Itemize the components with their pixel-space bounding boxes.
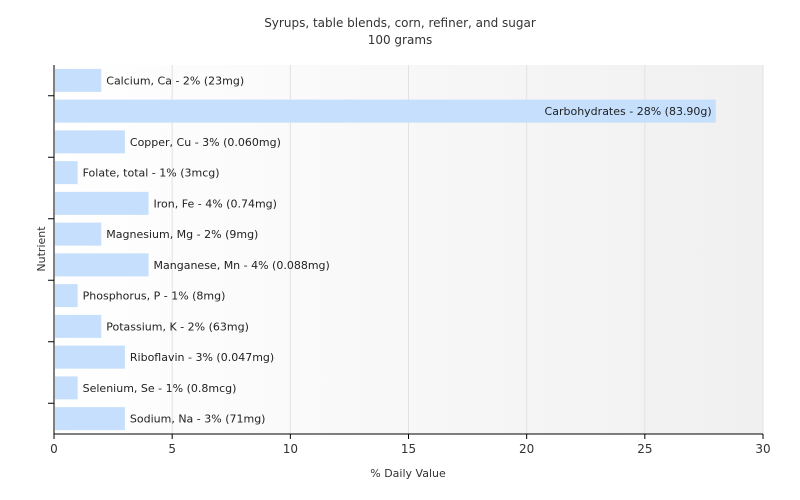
bar (55, 314, 102, 338)
bar (55, 191, 149, 215)
bar-label: Carbohydrates - 28% (83.90g) (545, 105, 712, 118)
bar-label: Iron, Fe - 4% (0.74mg) (154, 197, 277, 210)
bar-label: Magnesium, Mg - 2% (9mg) (106, 228, 258, 241)
x-tick-label: 20 (519, 442, 534, 456)
x-tick-label: 30 (755, 442, 770, 456)
bar (55, 407, 125, 431)
bar (55, 376, 78, 400)
axes-group: 0 5 10 15 20 25 30 (48, 65, 771, 456)
bar (55, 284, 78, 308)
x-tick-label: 15 (401, 442, 416, 456)
bars-group: Calcium, Ca - 2% (23mg) Carbohydrates - 2… (55, 68, 716, 431)
x-tick-label: 25 (637, 442, 652, 456)
bar-label: Selenium, Se - 1% (0.8mcg) (83, 382, 237, 395)
x-tick-label: 5 (168, 442, 176, 456)
x-axis-title: % Daily Value (370, 467, 446, 480)
bar-label: Potassium, K - 2% (63mg) (106, 320, 249, 333)
bar-label: Phosphorus, P - 1% (8mg) (83, 290, 226, 303)
bar (55, 99, 716, 123)
bar (55, 130, 125, 154)
x-tick-label: 0 (50, 442, 58, 456)
bar-label: Folate, total - 1% (3mcg) (83, 167, 220, 180)
bar (55, 222, 102, 246)
bar-label: Calcium, Ca - 2% (23mg) (106, 74, 244, 87)
chart-title: Syrups, table blends, corn, refiner, and… (264, 16, 536, 30)
chart-subtitle: 100 grams (368, 33, 433, 47)
x-tick-label: 10 (283, 442, 298, 456)
bar (55, 161, 78, 185)
bar (55, 253, 149, 277)
bar-label: Manganese, Mn - 4% (0.088mg) (154, 259, 330, 272)
bar (55, 345, 125, 369)
y-axis-title: Nutrient (35, 226, 48, 272)
bar (55, 68, 102, 92)
bar-label: Riboflavin - 3% (0.047mg) (130, 351, 274, 364)
bar-label: Sodium, Na - 3% (71mg) (130, 413, 266, 426)
bar-label: Copper, Cu - 3% (0.060mg) (130, 136, 281, 149)
grid-lines (171, 65, 764, 434)
